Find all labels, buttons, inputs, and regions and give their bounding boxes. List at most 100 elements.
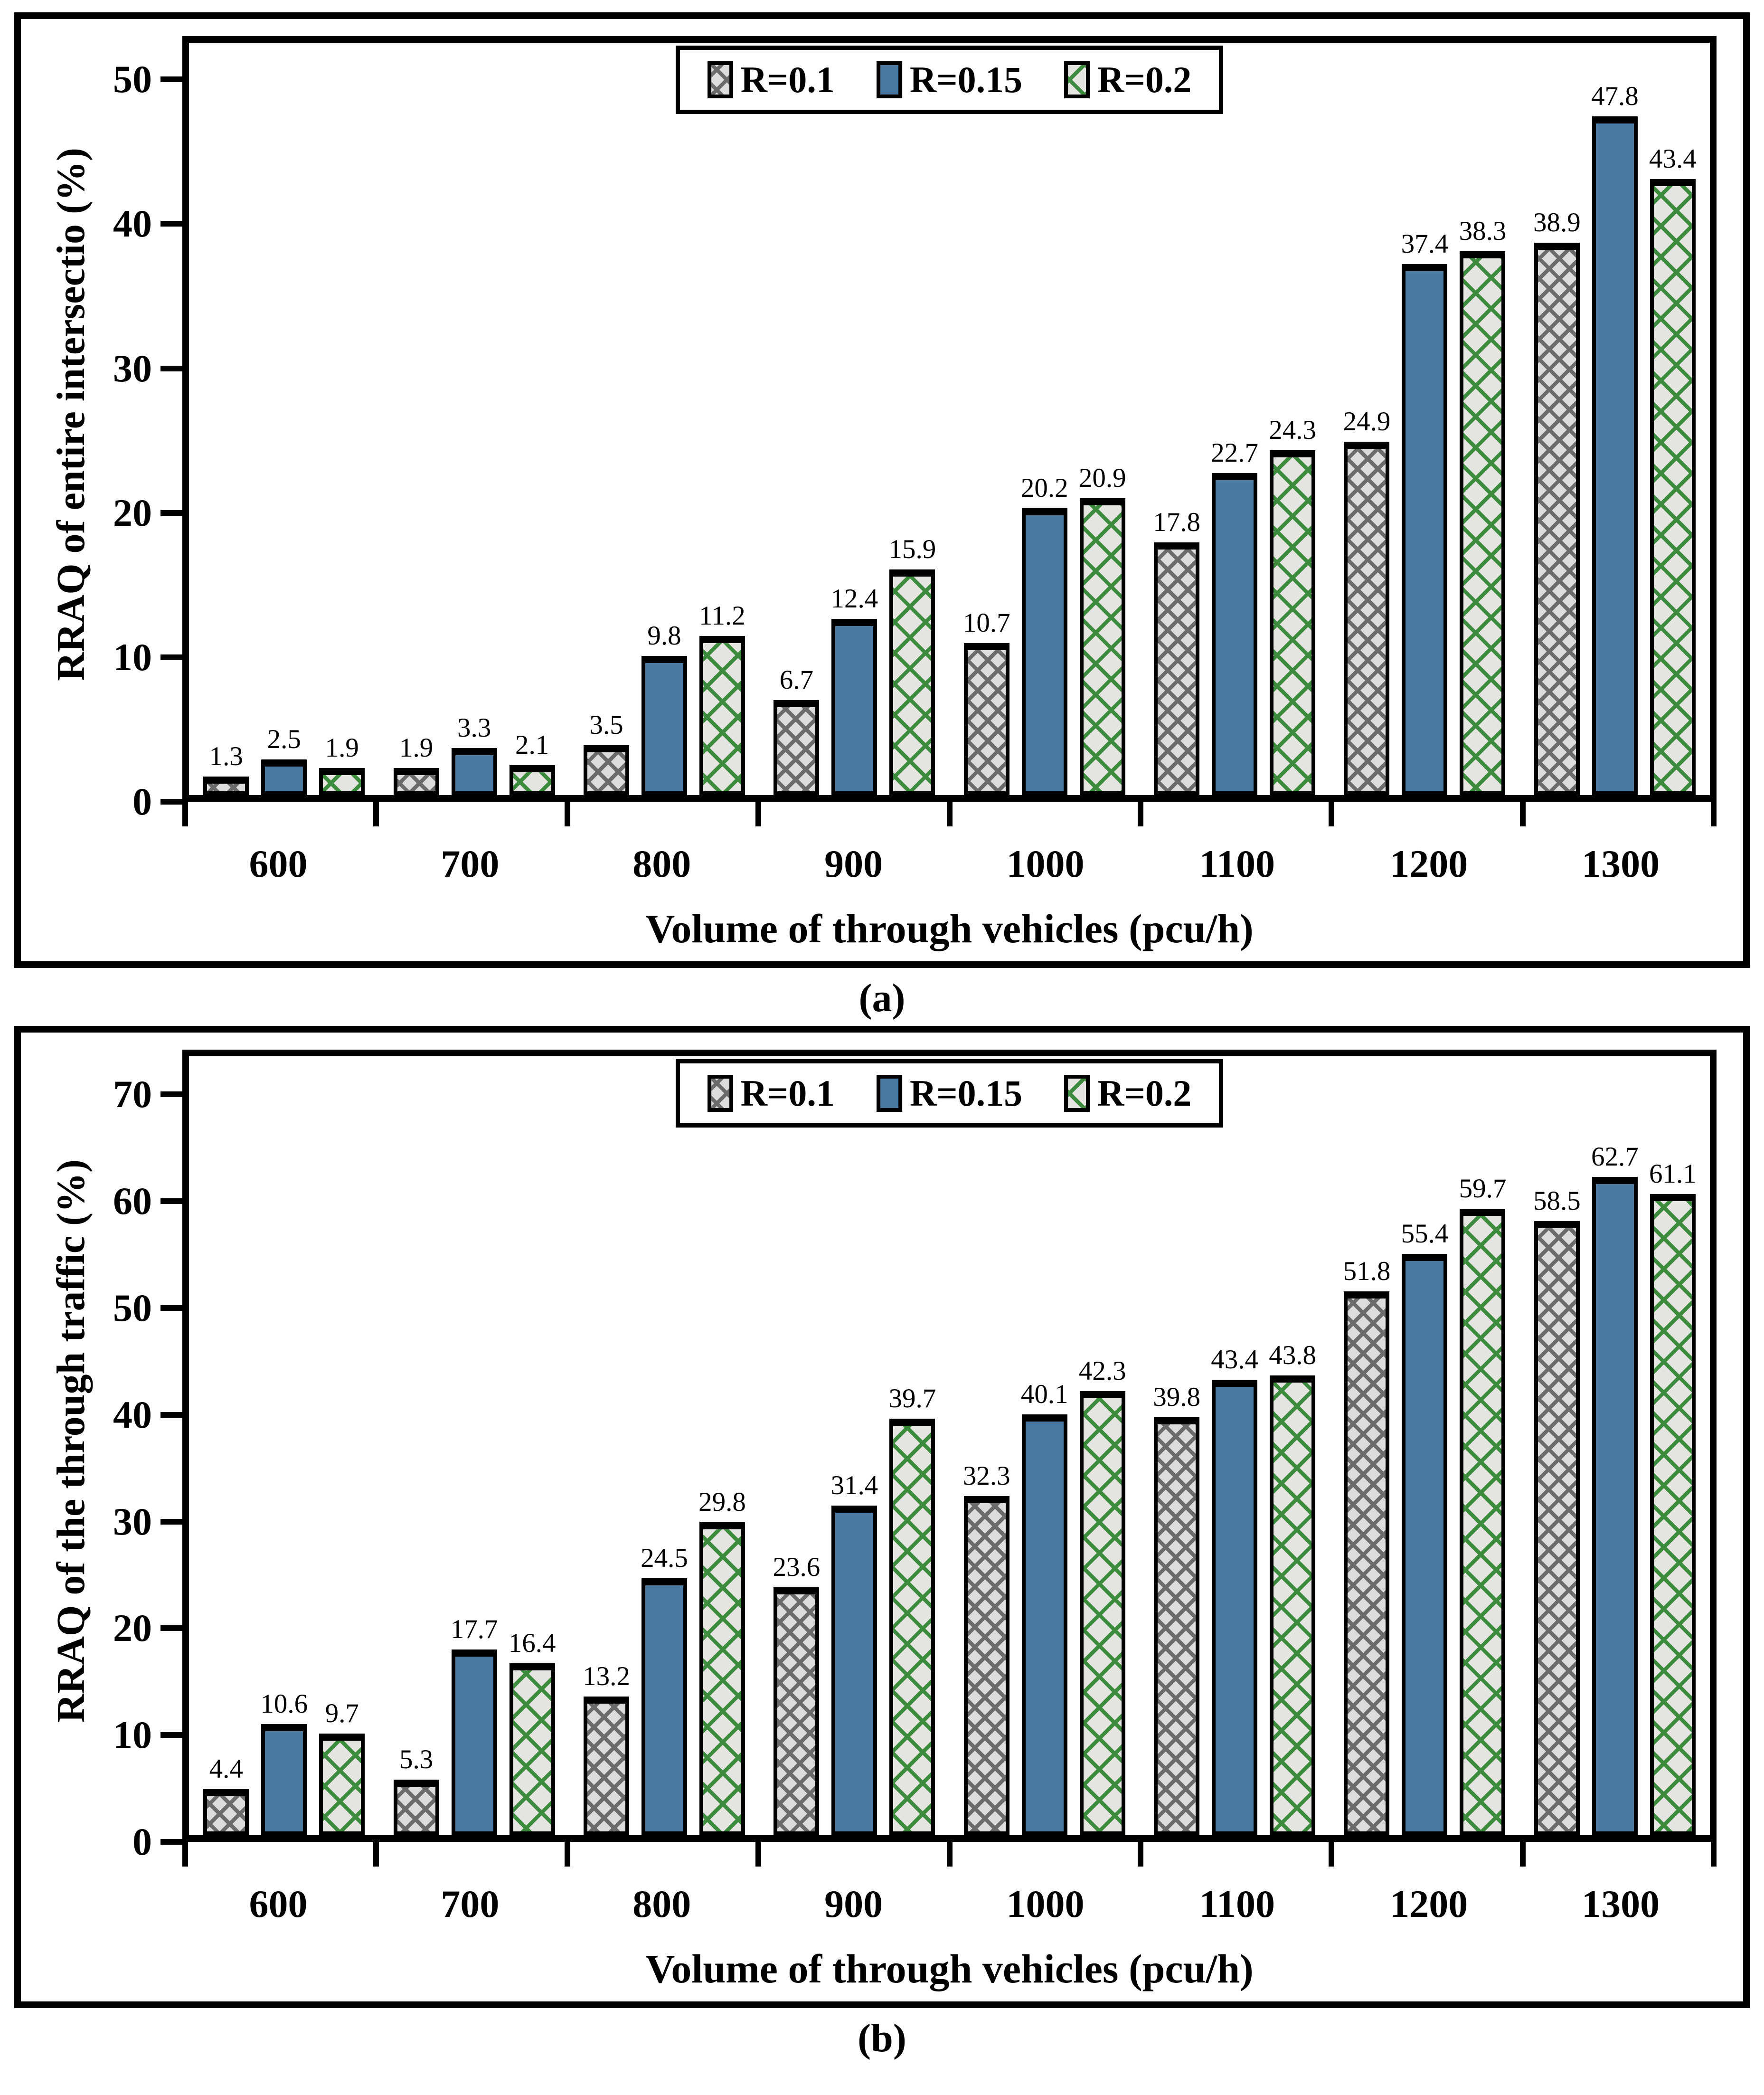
bar-wrap: 47.8: [1591, 43, 1639, 795]
bar-group: 51.8 55.4 59.7: [1330, 1056, 1519, 1835]
bar-value-label: 62.7: [1591, 1142, 1639, 1172]
x-labels: 600 700 800 900 1000 1100 1200 1300: [182, 1885, 1717, 1924]
bar-wrap: 59.7: [1459, 1056, 1506, 1835]
x-tick-label: 1100: [1199, 842, 1275, 885]
bar-value-label: 2.1: [515, 730, 549, 760]
x-tick-label: 1100: [1199, 1882, 1275, 1925]
bar-wrap: 10.7: [962, 43, 1010, 795]
x-tick-mark: [564, 802, 570, 826]
legend-entry-r01: R=0.1: [707, 1075, 835, 1112]
bar-value-label: 42.3: [1078, 1356, 1126, 1386]
bar-wrap: 1.9: [319, 43, 365, 795]
x-ticks: [182, 802, 1717, 826]
bar-value-label: 11.2: [699, 601, 745, 631]
bar-value-label: 22.7: [1211, 437, 1258, 468]
bar-value-label: 43.8: [1269, 1340, 1316, 1370]
bar-value-label: 17.8: [1153, 507, 1200, 538]
bar-value-label: 4.4: [209, 1754, 243, 1784]
bar: [1344, 441, 1390, 795]
bar: [583, 745, 629, 795]
bar-wrap: 2.5: [261, 43, 307, 795]
bar-wrap: 3.5: [583, 43, 629, 795]
bar-wrap: 1.9: [393, 43, 439, 795]
bar-group: 24.9 37.4 38.3: [1330, 43, 1519, 795]
bar: [451, 748, 497, 795]
legend: R=0.1 R=0.15 R=0.2: [675, 46, 1224, 114]
x-tick-mark: [373, 1842, 379, 1867]
x-tick-mark: [1137, 802, 1143, 826]
bar-wrap: 43.4: [1649, 43, 1697, 795]
bar-wrap: 17.8: [1153, 43, 1200, 795]
legend-entry-r02: R=0.2: [1064, 1075, 1191, 1112]
y-tick-label: 0: [132, 1820, 152, 1863]
bar-wrap: 40.1: [1021, 1056, 1068, 1835]
bar-value-label: 24.3: [1269, 415, 1316, 445]
bar-value-label: 10.7: [962, 608, 1010, 638]
bar: [1650, 1194, 1696, 1835]
y-axis-title-b: RRAQ of the through traffic (%): [35, 1050, 106, 1989]
y-tick-label: 10: [113, 635, 152, 679]
bar: [641, 656, 687, 795]
y-tick-label: 20: [113, 1606, 152, 1650]
bar-group: 32.3 40.1 42.3: [950, 1056, 1140, 1835]
bar-wrap: 24.5: [641, 1056, 688, 1835]
y-tick-mark: [160, 1518, 182, 1525]
y-tick-mark: [160, 365, 182, 371]
bar: [393, 768, 439, 795]
bar-wrap: 9.7: [319, 1056, 365, 1835]
bar-value-label: 23.6: [773, 1552, 821, 1583]
bar-wrap: 37.4: [1401, 43, 1448, 795]
bar-value-label: 32.3: [962, 1461, 1010, 1491]
y-tick-mark: [160, 1091, 182, 1098]
y-tick-mark: [160, 1198, 182, 1204]
y-axis-title-text: RRAQ of the through traffic (%): [48, 1159, 93, 1723]
x-tick-mark: [182, 802, 188, 826]
bar-wrap: 2.1: [509, 43, 555, 795]
bar: [1154, 542, 1200, 795]
x-tick-mark: [755, 802, 762, 826]
x-tick-mark: [946, 802, 953, 826]
bar-wrap: 23.6: [773, 1056, 821, 1835]
bar-wrap: 4.4: [203, 1056, 249, 1835]
bar: [451, 1649, 497, 1835]
bar: [1079, 1391, 1125, 1835]
bar-wrap: 6.7: [774, 43, 820, 795]
y-tick-mark: [160, 1305, 182, 1311]
legend-label-r01: R=0.1: [740, 59, 835, 100]
bar: [1592, 1177, 1638, 1835]
bar-wrap: 29.8: [698, 1056, 746, 1835]
bar: [1460, 1208, 1506, 1835]
bar-wrap: 38.3: [1459, 43, 1506, 795]
bar-value-label: 10.6: [260, 1688, 308, 1719]
x-tick-mark: [564, 1842, 570, 1867]
legend-label-r015: R=0.15: [909, 59, 1023, 100]
y-tick-label: 40: [113, 1393, 152, 1436]
bar-value-label: 1.9: [325, 733, 359, 763]
bar-value-label: 24.9: [1343, 406, 1391, 436]
plot-area-a: R=0.1 R=0.15 R=0.2 1.3 2.5 1.9 1.9 3.3 2.1 3.5…: [182, 36, 1717, 802]
bar-value-label: 29.8: [698, 1487, 746, 1517]
bar-value-label: 15.9: [888, 534, 936, 564]
legend-swatch-r015: [876, 61, 902, 98]
y-tick-mark: [160, 510, 182, 516]
bar-wrap: 20.9: [1079, 43, 1126, 795]
bar-wrap: 61.1: [1649, 1056, 1697, 1835]
bar-group: 1.3 2.5 1.9: [189, 43, 379, 795]
y-axis-title-text: RRAQ of entire intersectio (%): [48, 147, 93, 681]
y-tick-mark: [160, 1625, 182, 1631]
bar: [1212, 1379, 1258, 1835]
bar-wrap: 17.7: [451, 1056, 498, 1835]
bar-wrap: 39.7: [888, 1056, 936, 1835]
y-axis-title-a: RRAQ of entire intersectio (%): [35, 36, 106, 949]
bar-wrap: 42.3: [1078, 1056, 1126, 1835]
bar-wrap: 39.8: [1153, 1056, 1200, 1835]
bar-wrap: 15.9: [888, 43, 936, 795]
bar: [261, 1724, 307, 1835]
bar-group: 3.5 9.8 11.2: [569, 43, 759, 795]
bar-value-label: 39.8: [1153, 1382, 1200, 1412]
panel-b: RRAQ of the through traffic (%) 0 10 20 30 4…: [14, 1026, 1750, 2008]
y-tick-mark: [160, 1839, 182, 1845]
bar-wrap: 24.9: [1343, 43, 1391, 795]
bar: [509, 765, 555, 795]
